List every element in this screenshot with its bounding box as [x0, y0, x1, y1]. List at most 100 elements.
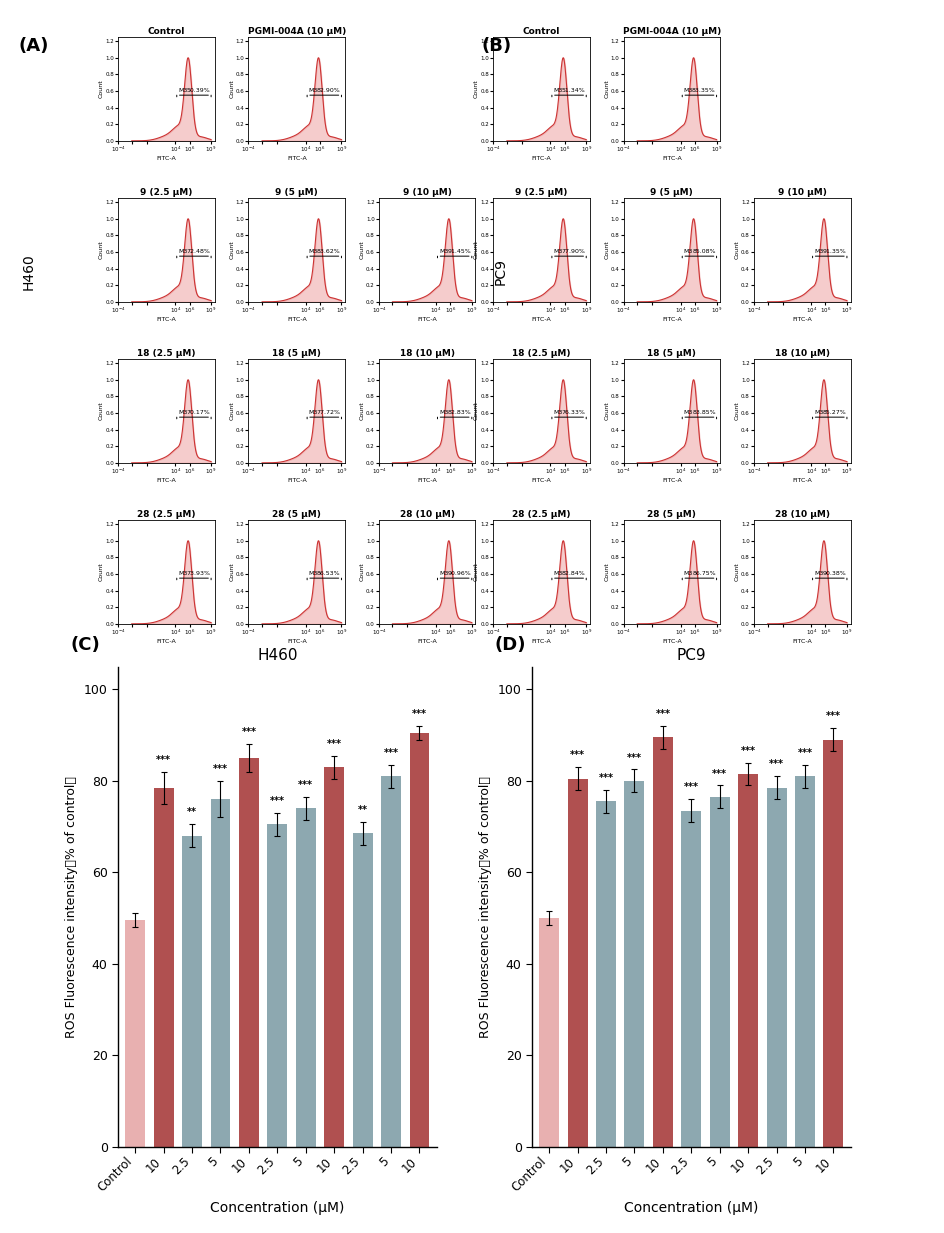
- X-axis label: FITC-A: FITC-A: [157, 639, 177, 644]
- Title: PGMI-004A (10 μM): PGMI-004A (10 μM): [247, 27, 346, 36]
- Title: 18 (2.5 μM): 18 (2.5 μM): [512, 349, 570, 359]
- Text: 77.72%: 77.72%: [316, 409, 341, 414]
- Y-axis label: Count: Count: [99, 562, 104, 581]
- Text: M3: M3: [553, 409, 562, 414]
- Y-axis label: Count: Count: [733, 240, 739, 259]
- Text: 76.33%: 76.33%: [561, 409, 585, 414]
- Y-axis label: Count: Count: [603, 562, 609, 581]
- Bar: [267, 825, 287, 1147]
- Text: ***: ***: [598, 773, 613, 783]
- Bar: [324, 767, 344, 1147]
- Bar: [794, 777, 814, 1147]
- Bar: [295, 809, 315, 1147]
- Text: M3: M3: [178, 571, 187, 576]
- Text: ***: ***: [569, 750, 584, 761]
- Title: 18 (5 μM): 18 (5 μM): [272, 349, 321, 359]
- Text: 72.48%: 72.48%: [186, 249, 211, 254]
- X-axis label: FITC-A: FITC-A: [531, 639, 550, 644]
- Text: ***: ***: [412, 709, 427, 719]
- X-axis label: FITC-A: FITC-A: [417, 639, 436, 644]
- Text: 70.17%: 70.17%: [187, 409, 211, 414]
- Y-axis label: Count: Count: [474, 402, 479, 420]
- Bar: [766, 788, 785, 1147]
- Bar: [822, 740, 842, 1147]
- Text: ***: ***: [156, 755, 171, 764]
- Text: 91.35%: 91.35%: [821, 249, 845, 254]
- Text: 86.75%: 86.75%: [692, 571, 716, 576]
- Y-axis label: Count: Count: [229, 240, 234, 259]
- Text: 90.38%: 90.38%: [821, 571, 845, 576]
- Title: 18 (10 μM): 18 (10 μM): [399, 349, 454, 359]
- Y-axis label: ROS Fluorescence intensity（% of control）: ROS Fluorescence intensity（% of control）: [479, 776, 492, 1037]
- Y-axis label: Count: Count: [99, 80, 104, 99]
- Text: 73.93%: 73.93%: [186, 571, 211, 576]
- Title: 28 (5 μM): 28 (5 μM): [647, 510, 696, 519]
- Text: (A): (A): [19, 37, 49, 55]
- Y-axis label: Count: Count: [603, 240, 609, 259]
- X-axis label: FITC-A: FITC-A: [791, 477, 811, 482]
- Text: ***: ***: [825, 711, 840, 721]
- X-axis label: FITC-A: FITC-A: [531, 155, 550, 160]
- Text: 90.96%: 90.96%: [447, 571, 471, 576]
- Title: PC9: PC9: [676, 647, 705, 662]
- Title: 28 (10 μM): 28 (10 μM): [774, 510, 829, 519]
- Text: H460: H460: [22, 253, 35, 290]
- X-axis label: FITC-A: FITC-A: [287, 477, 306, 482]
- Y-axis label: Count: Count: [229, 562, 234, 581]
- Text: ***: ***: [241, 727, 256, 737]
- Title: 9 (10 μM): 9 (10 μM): [402, 189, 451, 197]
- Text: (B): (B): [481, 37, 512, 55]
- Title: 28 (2.5 μM): 28 (2.5 μM): [137, 510, 195, 519]
- Text: ***: ***: [740, 746, 755, 756]
- Text: ***: ***: [298, 780, 313, 790]
- Title: 9 (5 μM): 9 (5 μM): [649, 189, 693, 197]
- Title: 9 (5 μM): 9 (5 μM): [275, 189, 318, 197]
- Text: M3: M3: [813, 571, 822, 576]
- X-axis label: FITC-A: FITC-A: [157, 477, 177, 482]
- Y-axis label: Count: Count: [474, 80, 479, 99]
- Text: **: **: [187, 808, 197, 817]
- Bar: [539, 919, 559, 1147]
- Text: ***: ***: [383, 748, 398, 758]
- Bar: [352, 834, 372, 1147]
- Text: M3: M3: [813, 409, 822, 414]
- Text: 85.27%: 85.27%: [821, 409, 845, 414]
- Bar: [154, 788, 174, 1147]
- X-axis label: FITC-A: FITC-A: [662, 639, 681, 644]
- Bar: [652, 737, 672, 1147]
- Text: M3: M3: [683, 249, 692, 254]
- Text: M3: M3: [309, 409, 317, 414]
- X-axis label: FITC-A: FITC-A: [791, 317, 811, 322]
- Text: M3: M3: [683, 409, 692, 414]
- Y-axis label: Count: Count: [733, 402, 739, 420]
- Title: H460: H460: [257, 647, 297, 662]
- Text: 82.84%: 82.84%: [561, 571, 585, 576]
- Text: 86.53%: 86.53%: [317, 571, 341, 576]
- Title: 28 (5 μM): 28 (5 μM): [272, 510, 321, 519]
- Text: M3: M3: [178, 88, 187, 92]
- Text: M3: M3: [438, 249, 447, 254]
- X-axis label: FITC-A: FITC-A: [791, 639, 811, 644]
- Bar: [380, 777, 400, 1147]
- Text: PC9: PC9: [494, 258, 507, 285]
- Bar: [409, 732, 429, 1147]
- Text: 51.34%: 51.34%: [561, 88, 585, 92]
- X-axis label: FITC-A: FITC-A: [417, 317, 436, 322]
- Text: M3: M3: [553, 249, 562, 254]
- Y-axis label: Count: Count: [359, 562, 364, 581]
- Title: 18 (2.5 μM): 18 (2.5 μM): [137, 349, 195, 359]
- X-axis label: FITC-A: FITC-A: [287, 155, 306, 160]
- Bar: [681, 810, 700, 1147]
- Y-axis label: Count: Count: [733, 562, 739, 581]
- Text: M3: M3: [309, 88, 317, 92]
- Bar: [737, 774, 757, 1147]
- Title: PGMI-004A (10 μM): PGMI-004A (10 μM): [622, 27, 720, 36]
- X-axis label: FITC-A: FITC-A: [287, 317, 306, 322]
- Title: 9 (2.5 μM): 9 (2.5 μM): [514, 189, 567, 197]
- Text: (D): (D): [494, 636, 525, 655]
- Title: 28 (10 μM): 28 (10 μM): [399, 510, 454, 519]
- Text: M3: M3: [178, 409, 187, 414]
- Bar: [567, 778, 587, 1147]
- X-axis label: Concentration (μM): Concentration (μM): [210, 1201, 345, 1216]
- Y-axis label: Count: Count: [99, 240, 104, 259]
